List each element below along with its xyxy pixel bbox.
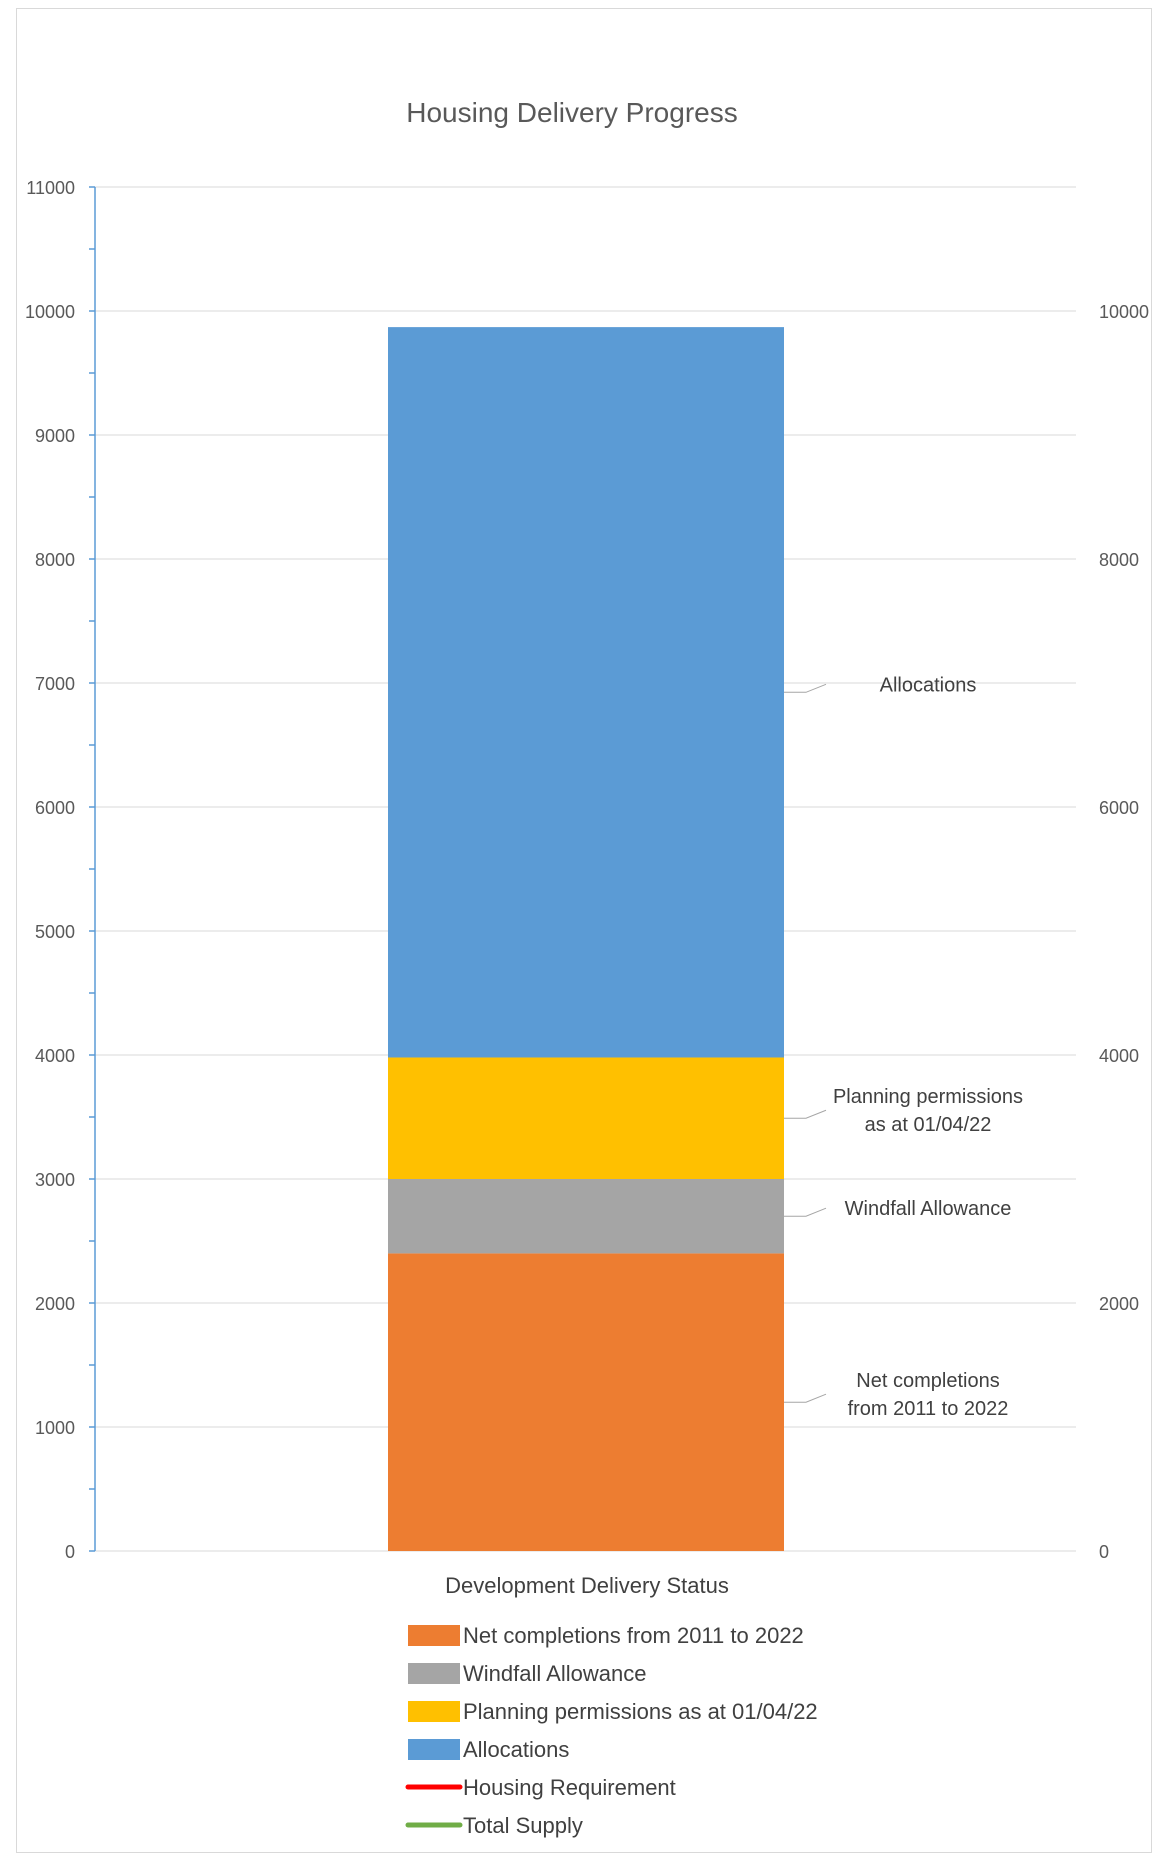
left-tick-label: 4000 xyxy=(35,1046,75,1066)
leader-line xyxy=(784,1207,827,1217)
left-y-axis: 0 1000 2000 3000 4000 5000 6000 7000 8000 9000 100… xyxy=(25,178,96,1562)
left-tick-label: 8000 xyxy=(35,550,75,570)
legend: Net completions from 2011 to 2022 Windfal… xyxy=(405,1623,818,1838)
right-tick-label: 0 xyxy=(1099,1542,1109,1562)
data-label-1: Net completions from 2011 to 2022 xyxy=(848,1370,1009,1420)
legend-label-4: Allocations xyxy=(463,1737,569,1762)
data-label-3: Planning permissions as at 01/04/22 xyxy=(833,1086,1023,1136)
left-tick-label: 1000 xyxy=(35,1418,75,1438)
legend-swatch-2 xyxy=(408,1663,460,1684)
legend-swatch-3 xyxy=(408,1701,460,1722)
left-tick-label: 6000 xyxy=(35,798,75,818)
data-labels: Net completions from 2011 to 2022 Windfall… xyxy=(784,674,1023,1420)
x-axis-title: Development Delivery Status xyxy=(445,1573,729,1598)
left-tick-label: 2000 xyxy=(35,1294,75,1314)
bar-segment-2 xyxy=(388,1179,784,1254)
data-label-2: Windfall Allowance xyxy=(845,1198,1012,1220)
left-tick-label: 9000 xyxy=(35,426,75,446)
bar-stack xyxy=(388,327,784,1551)
leader-line xyxy=(784,1109,827,1119)
right-tick-label: 2000 xyxy=(1099,1294,1139,1314)
legend-label-5: Housing Requirement xyxy=(463,1775,676,1800)
left-tick-label: 11000 xyxy=(26,178,75,198)
legend-label-6: Total Supply xyxy=(463,1813,583,1838)
left-tick-label: 3000 xyxy=(35,1170,75,1190)
legend-swatch-1 xyxy=(408,1625,460,1646)
left-tick-label: 7000 xyxy=(35,674,75,694)
legend-label-1: Net completions from 2011 to 2022 xyxy=(463,1623,804,1648)
chart-title: Housing Delivery Progress xyxy=(406,97,737,128)
legend-label-3: Planning permissions as at 01/04/22 xyxy=(463,1699,818,1724)
right-tick-label: 6000 xyxy=(1099,798,1139,818)
legend-label-2: Windfall Allowance xyxy=(463,1661,646,1686)
right-tick-label: 8000 xyxy=(1099,550,1139,570)
bar-segment-4 xyxy=(388,327,784,1058)
left-tick-label: 5000 xyxy=(35,922,75,942)
right-tick-label: 10000 xyxy=(1099,302,1149,322)
left-tick-label: 0 xyxy=(65,1542,75,1562)
leader-line xyxy=(784,683,827,693)
leader-line xyxy=(784,1393,827,1403)
bar-segment-1 xyxy=(388,1253,784,1551)
bar-segment-3 xyxy=(388,1057,784,1179)
data-label-4: Allocations xyxy=(880,674,977,696)
right-tick-label: 4000 xyxy=(1099,1046,1139,1066)
legend-swatch-4 xyxy=(408,1739,460,1760)
left-tick-label: 10000 xyxy=(25,302,75,322)
right-y-axis: 0 2000 4000 6000 8000 10000 xyxy=(1099,302,1149,1562)
